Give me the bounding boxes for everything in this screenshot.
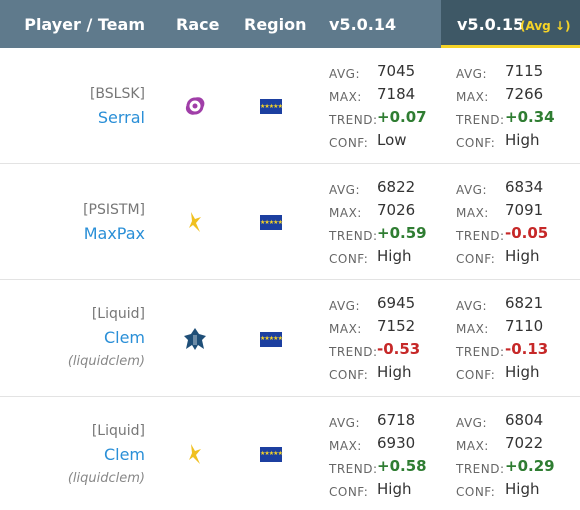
prev-max-label: MAX: [329,439,362,453]
curr-avg-label: AVG: [456,67,487,81]
prev-conf-label: CONF: [329,252,369,266]
curr-max-value: 7266 [505,85,544,103]
curr-avg-label: AVG: [456,183,487,197]
curr-avg-value: 6804 [505,411,544,429]
sort-indicator: (Avg ↓) [520,19,571,33]
eu-flag-icon: ★★★★★ [260,215,283,230]
curr-trend-value: +0.34 [505,108,555,126]
prev-conf-label: CONF: [329,485,369,499]
header-player-team[interactable]: Player / Team [24,15,145,34]
prev-trend-label: TREND: [329,229,378,243]
curr-conf-value: High [505,131,540,149]
curr-max-label: MAX: [456,439,489,453]
prev-max-value: 7184 [377,85,416,103]
curr-avg-value: 6834 [505,178,544,196]
curr-conf-value: High [505,247,540,265]
curr-max-label: MAX: [456,90,489,104]
curr-avg-value: 7115 [505,62,544,80]
prev-conf-value: Low [377,131,407,149]
prev-conf-value: High [377,363,412,381]
player-name-link[interactable]: Clem [103,328,145,347]
eu-flag-icon: ★★★★★ [260,446,283,462]
curr-max-value: 7110 [505,317,544,335]
player-alias: (liquidclem) [67,354,145,369]
zerg-icon [182,93,208,119]
curr-max-label: MAX: [456,206,489,220]
prev-conf-value: High [377,480,412,498]
prev-trend-label: TREND: [329,345,378,359]
header-race[interactable]: Race [176,15,220,34]
prev-trend-value: +0.58 [377,457,427,475]
curr-conf-value: High [505,363,540,381]
prev-max-value: 7152 [377,317,416,335]
header-version-curr-active[interactable]: v5.0.15 (Avg ↓) [441,0,580,48]
curr-trend-label: TREND: [456,462,505,476]
prev-avg-label: AVG: [329,183,360,197]
curr-max-label: MAX: [456,322,489,336]
curr-trend-value: +0.29 [505,457,555,475]
prev-max-label: MAX: [329,206,362,220]
eu-flag-icon: ★★★★★ [260,331,283,347]
team-tag: [Liquid] [91,423,145,439]
header-version-prev[interactable]: v5.0.14 [329,15,397,34]
prev-trend-label: TREND: [329,462,378,476]
curr-avg-label: AVG: [456,416,487,430]
header-version-curr: v5.0.15 [457,15,525,34]
prev-avg-value: 6718 [377,411,416,429]
curr-avg-label: AVG: [456,299,487,313]
curr-trend-value: -0.13 [505,340,549,358]
terran-icon [182,326,208,352]
curr-conf-label: CONF: [456,485,496,499]
table-body: [BSLSK] Serral ★★★★★ AVG: 7045 MAX: 7184 TREND:… [0,48,580,510]
table-header: Player / Team Race Region v5.0.14 v5.0.1… [0,0,580,48]
prev-conf-value: High [377,247,412,265]
curr-conf-label: CONF: [456,136,496,150]
prev-avg-label: AVG: [329,299,360,313]
player-name-link[interactable]: Clem [103,445,145,464]
prev-trend-value: -0.53 [377,340,421,358]
table-row: [PSISTM] MaxPax ★★★★★ AVG: 6822 MAX: 7026 TREND… [0,164,580,280]
eu-flag-icon: ★★★★★ [260,99,283,114]
curr-max-value: 7022 [505,434,544,452]
table-row: [BSLSK] Serral ★★★★★ AVG: 7045 MAX: 7184 TREND:… [0,48,580,164]
prev-avg-label: AVG: [329,67,360,81]
prev-avg-value: 6822 [377,178,416,196]
header-region[interactable]: Region [244,15,307,34]
curr-conf-value: High [505,480,540,498]
prev-avg-value: 6945 [377,294,416,312]
prev-max-value: 7026 [377,201,416,219]
team-tag: [Liquid] [91,306,145,322]
team-tag: [BSLSK] [89,86,145,102]
curr-trend-label: TREND: [456,345,505,359]
player-name-link[interactable]: Serral [97,108,145,127]
protoss-icon [182,209,208,235]
prev-max-value: 6930 [377,434,416,452]
table-row: [Liquid] Clem (liquidclem) ★★★★★ AVG: 6718 MAX… [0,397,580,510]
prev-max-label: MAX: [329,322,362,336]
curr-trend-label: TREND: [456,113,505,127]
curr-trend-value: -0.05 [505,224,549,242]
prev-max-label: MAX: [329,90,362,104]
curr-avg-value: 6821 [505,294,544,312]
curr-trend-label: TREND: [456,229,505,243]
prev-conf-label: CONF: [329,136,369,150]
curr-conf-label: CONF: [456,252,496,266]
prev-conf-label: CONF: [329,368,369,382]
player-alias: (liquidclem) [67,471,145,486]
prev-trend-label: TREND: [329,113,378,127]
prev-trend-value: +0.07 [377,108,427,126]
prev-avg-value: 7045 [377,62,416,80]
curr-max-value: 7091 [505,201,544,219]
prev-avg-label: AVG: [329,416,360,430]
prev-trend-value: +0.59 [377,224,427,242]
table-row: [Liquid] Clem (liquidclem) ★★★★★ AVG: 6945 MAX… [0,280,580,397]
team-tag: [PSISTM] [83,202,145,218]
protoss-icon [182,441,208,467]
player-name-link[interactable]: MaxPax [83,224,145,243]
curr-conf-label: CONF: [456,368,496,382]
